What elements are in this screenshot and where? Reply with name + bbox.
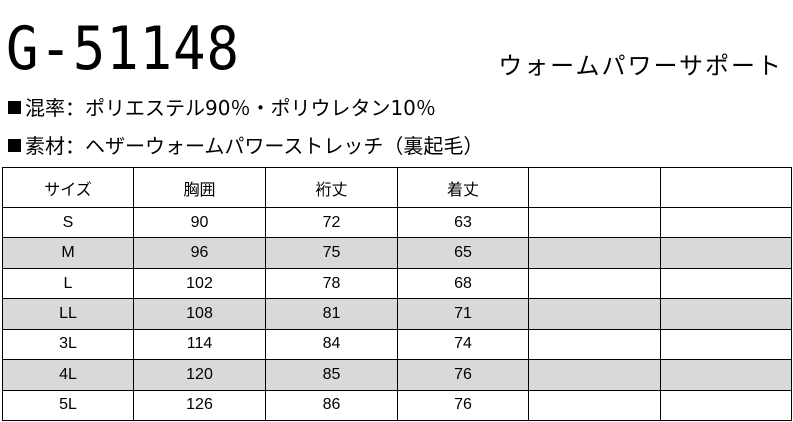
- table-header-row: サイズ 胸囲 裄丈 着丈: [2, 166, 792, 209]
- empty-cell: [528, 207, 661, 239]
- size-cell: 4L: [2, 359, 134, 391]
- sleeve-cell: 75: [265, 237, 398, 269]
- empty-cell: [528, 389, 661, 422]
- chest-cell: 102: [133, 267, 266, 300]
- empty-cell: [528, 328, 661, 361]
- size-cell: M: [2, 237, 134, 269]
- empty-cell: [660, 298, 792, 330]
- table-row: 5L 126 86 76: [2, 389, 792, 422]
- chest-cell: 96: [133, 237, 266, 269]
- size-cell: 3L: [2, 328, 134, 361]
- size-cell: L: [2, 267, 134, 300]
- model-number: G-51148: [6, 14, 240, 84]
- empty-cell: [660, 237, 792, 269]
- length-cell: 65: [397, 237, 529, 269]
- size-cell: 5L: [2, 389, 134, 422]
- fabric-text: 素材：ヘザーウォームパワーストレッチ（裏起毛）: [25, 134, 484, 158]
- table-row: S 90 72 63: [2, 207, 792, 239]
- empty-cell: [660, 267, 792, 300]
- table-row: M 96 75 65: [2, 237, 792, 269]
- size-cell: LL: [2, 298, 134, 330]
- square-bullet-icon: [8, 139, 21, 152]
- product-name: ウォームパワーサポート: [498, 52, 783, 80]
- empty-cell: [528, 237, 661, 269]
- chest-cell: 126: [133, 389, 266, 422]
- header-chest: 胸囲: [133, 166, 266, 209]
- chest-cell: 114: [133, 328, 266, 361]
- header-length: 着丈: [397, 166, 529, 209]
- size-table: サイズ 胸囲 裄丈 着丈 S 90 72 63 M 96 75 65 L 102…: [2, 166, 792, 422]
- material-spec: 混率：ポリエステル90％・ポリウレタン10％: [8, 96, 436, 120]
- empty-cell: [660, 207, 792, 239]
- sleeve-cell: 72: [265, 207, 398, 239]
- header-size: サイズ: [2, 166, 134, 209]
- material-text: 混率：ポリエステル90％・ポリウレタン10％: [25, 96, 436, 120]
- empty-cell: [660, 359, 792, 391]
- size-cell: S: [2, 207, 134, 239]
- sleeve-cell: 81: [265, 298, 398, 330]
- chest-cell: 108: [133, 298, 266, 330]
- length-cell: 71: [397, 298, 529, 330]
- empty-cell: [660, 389, 792, 422]
- table-row: 4L 120 85 76: [2, 359, 792, 391]
- length-cell: 74: [397, 328, 529, 361]
- square-bullet-icon: [8, 101, 21, 114]
- empty-cell: [660, 328, 792, 361]
- header-empty: [528, 166, 661, 209]
- chest-cell: 120: [133, 359, 266, 391]
- length-cell: 68: [397, 267, 529, 300]
- sleeve-cell: 86: [265, 389, 398, 422]
- table-row: L 102 78 68: [2, 267, 792, 300]
- table-row: LL 108 81 71: [2, 298, 792, 330]
- header-sleeve: 裄丈: [265, 166, 398, 209]
- sleeve-cell: 78: [265, 267, 398, 300]
- length-cell: 63: [397, 207, 529, 239]
- header-empty: [660, 166, 792, 209]
- empty-cell: [528, 359, 661, 391]
- sleeve-cell: 85: [265, 359, 398, 391]
- empty-cell: [528, 267, 661, 300]
- sleeve-cell: 84: [265, 328, 398, 361]
- table-row: 3L 114 84 74: [2, 328, 792, 361]
- length-cell: 76: [397, 389, 529, 422]
- empty-cell: [528, 298, 661, 330]
- fabric-spec: 素材：ヘザーウォームパワーストレッチ（裏起毛）: [8, 134, 483, 158]
- chest-cell: 90: [133, 207, 266, 239]
- length-cell: 76: [397, 359, 529, 391]
